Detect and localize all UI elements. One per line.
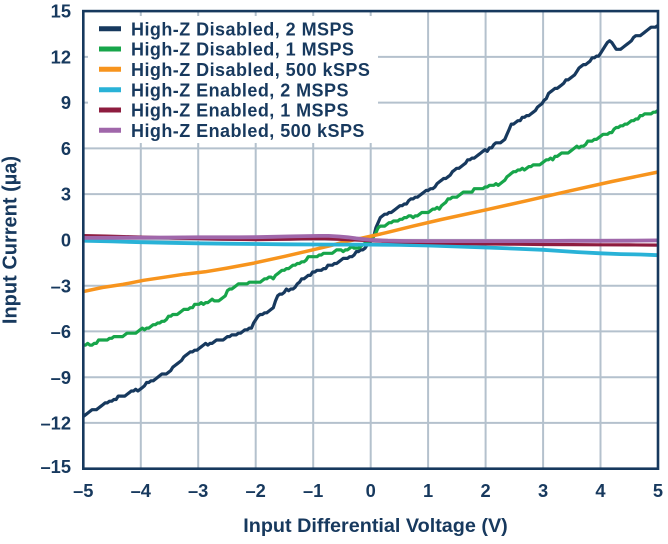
svg-text:12: 12 — [51, 47, 71, 68]
svg-text:–1: –1 — [303, 480, 323, 501]
svg-text:High-Z Enabled, 1 MSPS: High-Z Enabled, 1 MSPS — [131, 101, 349, 121]
svg-text:3: 3 — [61, 184, 71, 205]
svg-text:–4: –4 — [131, 480, 152, 501]
svg-text:High-Z Disabled, 1 MSPS: High-Z Disabled, 1 MSPS — [131, 40, 354, 60]
svg-text:1: 1 — [423, 480, 433, 501]
svg-text:0: 0 — [61, 230, 71, 251]
svg-text:–5: –5 — [73, 480, 93, 501]
svg-text:–6: –6 — [51, 321, 71, 342]
svg-text:Input Differential Voltage (V): Input Differential Voltage (V) — [243, 515, 508, 537]
svg-text:15: 15 — [51, 1, 71, 22]
svg-text:High-Z Disabled, 500 kSPS: High-Z Disabled, 500 kSPS — [131, 60, 370, 80]
svg-text:–9: –9 — [51, 367, 71, 388]
svg-text:Input Current (µa): Input Current (µa) — [0, 156, 21, 324]
svg-text:9: 9 — [61, 92, 71, 113]
svg-text:0: 0 — [366, 480, 376, 501]
svg-text:–3: –3 — [188, 480, 208, 501]
svg-text:–2: –2 — [246, 480, 266, 501]
svg-text:–15: –15 — [40, 456, 71, 477]
svg-text:4: 4 — [595, 480, 606, 501]
svg-text:High-Z Enabled, 2 MSPS: High-Z Enabled, 2 MSPS — [131, 80, 349, 100]
svg-text:2: 2 — [481, 480, 491, 501]
svg-text:High-Z Disabled, 2 MSPS: High-Z Disabled, 2 MSPS — [131, 19, 354, 39]
svg-text:High-Z Enabled, 500 kSPS: High-Z Enabled, 500 kSPS — [131, 121, 365, 141]
svg-text:5: 5 — [653, 480, 663, 501]
svg-text:6: 6 — [61, 138, 71, 159]
svg-text:3: 3 — [538, 480, 548, 501]
svg-text:–3: –3 — [51, 275, 71, 296]
svg-text:–12: –12 — [40, 413, 71, 434]
